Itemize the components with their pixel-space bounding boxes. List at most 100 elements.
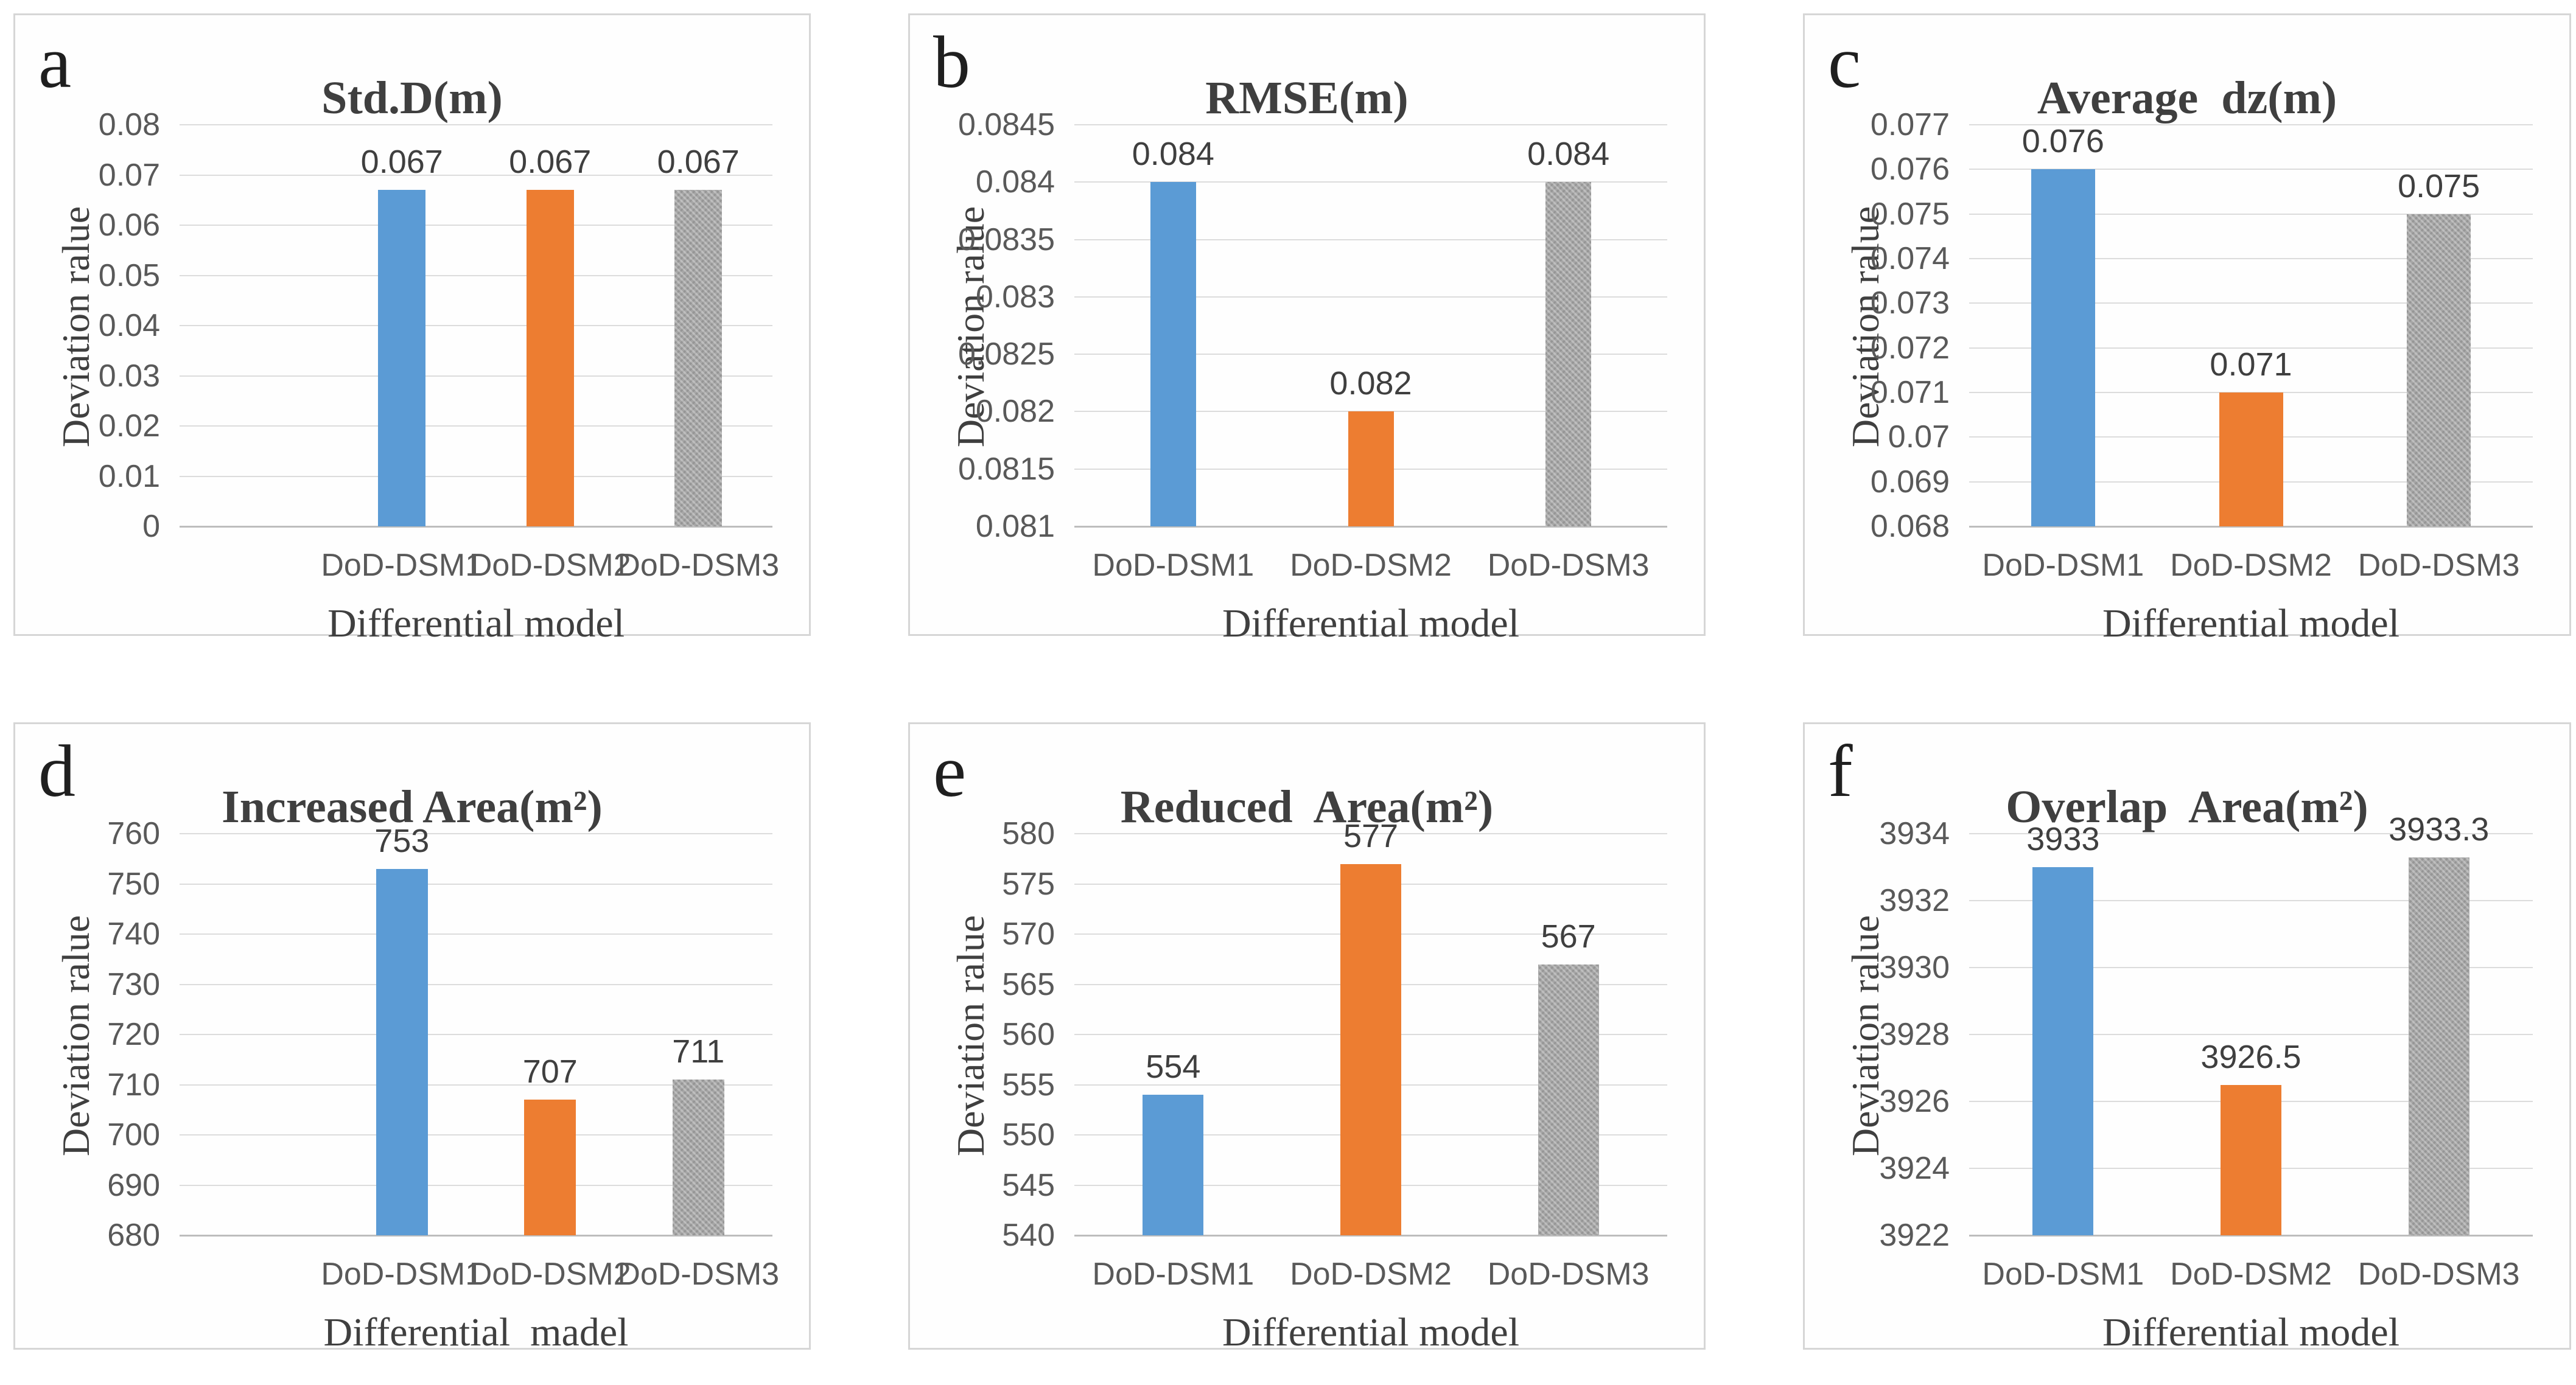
x-axis-line xyxy=(1969,1235,2533,1237)
y-tick-label: 0.069 xyxy=(1870,464,1950,500)
y-tick-label: 550 xyxy=(1002,1117,1055,1153)
gridline xyxy=(1969,258,2533,259)
chart-title: Overlap Area(m²) xyxy=(2006,781,2368,833)
y-tick-label: 750 xyxy=(107,866,160,902)
gridline xyxy=(1074,181,1667,183)
y-tick-label: 0.06 xyxy=(98,208,160,243)
bar-dod-dsm3 xyxy=(2407,214,2471,526)
x-axis-line xyxy=(1074,1235,1667,1237)
gridline xyxy=(180,833,772,834)
bar-value-label: 567 xyxy=(1541,918,1596,955)
gridline xyxy=(180,1184,772,1186)
panel-letter: a xyxy=(38,21,72,103)
gridline xyxy=(1969,1034,2533,1035)
y-tick-label: 0.081 xyxy=(975,509,1055,544)
y-tick-label: 0.084 xyxy=(975,164,1055,200)
gridline xyxy=(180,174,772,176)
y-tick-label: 0.075 xyxy=(1870,196,1950,232)
bar-dod-dsm1 xyxy=(2032,867,2094,1235)
y-tick-label: 0.08 xyxy=(98,107,160,142)
gridline xyxy=(180,883,772,885)
bar-dod-dsm1 xyxy=(378,190,426,526)
x-axis-title: Differential madel xyxy=(323,1310,629,1355)
y-tick-label: 700 xyxy=(107,1117,160,1153)
x-axis-title: Differential model xyxy=(2102,1310,2400,1355)
x-axis-title: Differential model xyxy=(1222,1310,1520,1355)
bar-dod-dsm2 xyxy=(524,1100,576,1235)
x-axis-title: Differential model xyxy=(2102,601,2400,646)
chart-title: Std.D(m) xyxy=(321,72,503,124)
y-tick-label: 3928 xyxy=(1879,1017,1950,1052)
x-category-label: DoD-DSM2 xyxy=(469,548,631,583)
y-tick-label: 0.068 xyxy=(1870,509,1950,544)
y-tick-label: 720 xyxy=(107,1017,160,1052)
y-tick-label: 545 xyxy=(1002,1167,1055,1203)
bar-value-label: 0.067 xyxy=(509,144,592,181)
x-category-label: DoD-DSM2 xyxy=(469,1257,631,1292)
y-tick-label: 0.0815 xyxy=(957,451,1055,487)
y-tick-label: 0.0845 xyxy=(957,107,1055,142)
gridline xyxy=(180,1034,772,1035)
bar-value-label: 0.076 xyxy=(2021,123,2104,160)
bar-value-label: 753 xyxy=(374,822,430,859)
x-category-label: DoD-DSM2 xyxy=(1290,1257,1452,1292)
bar-value-label: 0.084 xyxy=(1132,136,1214,173)
bar-dod-dsm3 xyxy=(674,190,723,526)
bar-value-label: 3933 xyxy=(2026,821,2100,857)
x-axis-line xyxy=(1969,526,2533,528)
chart-title: RMSE(m) xyxy=(1205,72,1409,124)
bar-dod-dsm2 xyxy=(1340,863,1401,1235)
y-tick-label: 0.02 xyxy=(98,408,160,444)
y-tick-label: 565 xyxy=(1002,966,1055,1002)
x-axis-line xyxy=(180,1235,772,1237)
bar-dod-dsm3 xyxy=(2408,857,2469,1235)
x-axis-line xyxy=(180,526,772,528)
y-tick-label: 575 xyxy=(1002,866,1055,902)
chart-panel-b: b RMSE(m) Deviation ralue Differential m… xyxy=(908,13,1706,646)
gridline xyxy=(1969,169,2533,170)
x-category-label: DoD-DSM1 xyxy=(321,548,483,583)
y-tick-label: 0.083 xyxy=(975,279,1055,315)
x-category-label: DoD-DSM1 xyxy=(1092,548,1255,583)
y-tick-label: 730 xyxy=(107,966,160,1002)
x-axis-line xyxy=(1074,526,1667,528)
y-tick-label: 0.0825 xyxy=(957,337,1055,372)
gridline xyxy=(1969,900,2533,901)
x-category-label: DoD-DSM1 xyxy=(1092,1257,1255,1292)
y-tick-label: 0 xyxy=(142,509,160,544)
plot-area: 3922 3924 3926 3928 3930 3932 3934 3933 DoD-DSM1… xyxy=(1879,811,2533,1292)
chart-panel-d: d Increased Area(m²) Deviation ralue Dif… xyxy=(13,722,811,1355)
gridline xyxy=(180,983,772,985)
panel-letter: c xyxy=(1828,21,1861,103)
y-tick-label: 740 xyxy=(107,916,160,952)
chart-panel-a: a Std.D(m) Deviation ralue Differential … xyxy=(13,13,811,646)
y-tick-label: 0.03 xyxy=(98,358,160,394)
plot-area: 0.081 0.0815 0.082 0.0825 0.083 0.0835 0.084 0.… xyxy=(958,107,1667,583)
bar-value-label: 554 xyxy=(1146,1048,1201,1085)
gridline xyxy=(1074,296,1667,298)
panel-letter: f xyxy=(1828,730,1853,812)
chart-title: Reduced Area(m²) xyxy=(1120,781,1494,833)
x-axis-title: Differential model xyxy=(1222,601,1520,646)
bar-dod-dsm2 xyxy=(2221,1084,2281,1235)
bar-value-label: 0.071 xyxy=(2210,346,2292,383)
x-category-label: DoD-DSM3 xyxy=(2357,1257,2520,1292)
gridline xyxy=(180,425,772,427)
gridline xyxy=(180,475,772,477)
bar-value-label: 0.082 xyxy=(1329,365,1412,402)
bar-value-label: 0.067 xyxy=(657,144,740,181)
chart-panel-c: c Average dz(m) Deviation ralue Differen… xyxy=(1803,13,2571,646)
plot-area: 540 545 550 555 560 565 570 575 580 554 DoD-DSM1 57… xyxy=(1002,816,1667,1292)
x-category-label: DoD-DSM2 xyxy=(1290,548,1452,583)
x-axis-title: Differential model xyxy=(327,601,625,646)
y-tick-label: 555 xyxy=(1002,1067,1055,1103)
gridline xyxy=(1969,124,2533,125)
y-axis-title: Deviation ralue xyxy=(949,206,992,448)
y-tick-label: 710 xyxy=(107,1067,160,1103)
gridline xyxy=(1969,302,2533,304)
y-tick-label: 540 xyxy=(1002,1218,1055,1253)
gridline xyxy=(180,325,772,326)
bar-value-label: 0.067 xyxy=(360,144,443,181)
x-category-label: DoD-DSM1 xyxy=(1982,548,2144,583)
y-tick-label: 0.074 xyxy=(1870,241,1950,276)
